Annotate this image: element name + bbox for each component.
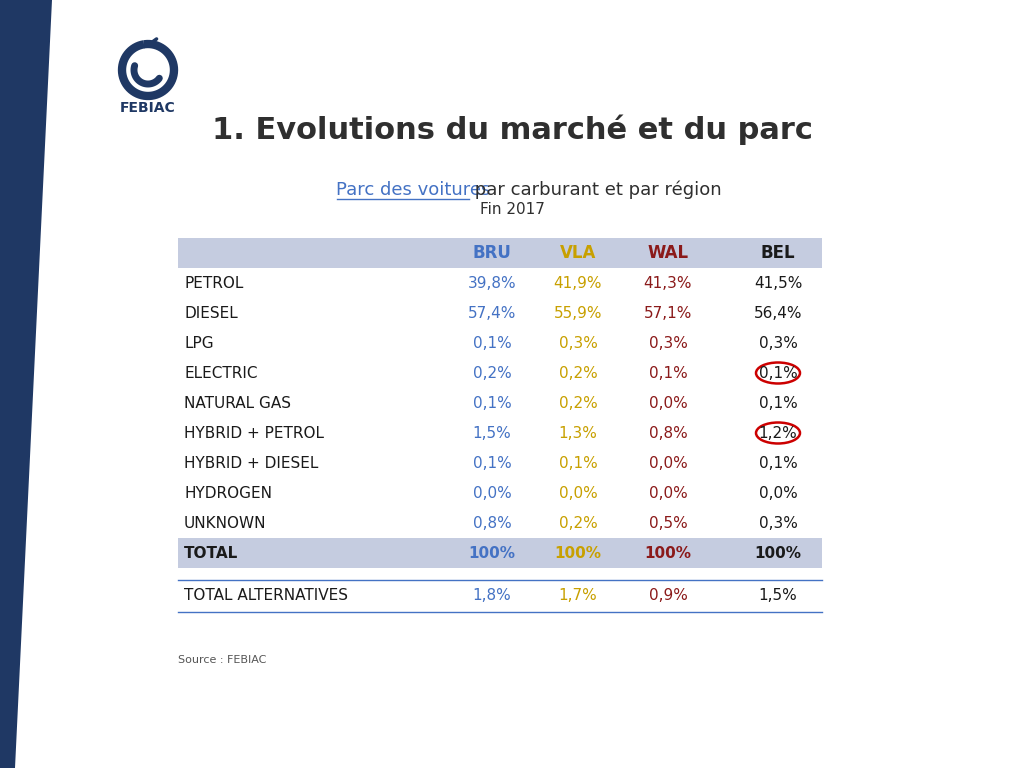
Text: HYBRID + DIESEL: HYBRID + DIESEL — [184, 455, 318, 471]
Text: UNKNOWN: UNKNOWN — [184, 515, 266, 531]
Text: 0,3%: 0,3% — [648, 336, 687, 350]
Text: 0,1%: 0,1% — [759, 396, 798, 411]
Text: VLA: VLA — [560, 244, 596, 262]
Text: FEBIAC: FEBIAC — [120, 101, 176, 115]
Text: 0,0%: 0,0% — [759, 485, 798, 501]
Text: Source : FEBIAC: Source : FEBIAC — [178, 655, 266, 665]
Text: 0,1%: 0,1% — [473, 336, 511, 350]
Text: 0,2%: 0,2% — [559, 396, 597, 411]
Text: 57,1%: 57,1% — [644, 306, 692, 320]
Text: 0,8%: 0,8% — [473, 515, 511, 531]
Text: 1,2%: 1,2% — [759, 425, 798, 441]
Text: 1,7%: 1,7% — [559, 588, 597, 604]
Text: TOTAL: TOTAL — [184, 545, 239, 561]
Text: 0,2%: 0,2% — [473, 366, 511, 380]
Text: 0,0%: 0,0% — [648, 485, 687, 501]
Text: 100%: 100% — [469, 545, 515, 561]
Text: ELECTRIC: ELECTRIC — [184, 366, 257, 380]
Text: 0,0%: 0,0% — [473, 485, 511, 501]
Polygon shape — [0, 0, 52, 768]
Text: 0,1%: 0,1% — [648, 366, 687, 380]
Text: DIESEL: DIESEL — [184, 306, 238, 320]
Text: 0,9%: 0,9% — [648, 588, 687, 604]
Text: PETROL: PETROL — [184, 276, 244, 290]
Text: 0,1%: 0,1% — [759, 366, 798, 380]
Text: BRU: BRU — [472, 244, 511, 262]
Text: 1,5%: 1,5% — [759, 588, 798, 604]
Text: 56,4%: 56,4% — [754, 306, 802, 320]
Text: 0,0%: 0,0% — [648, 396, 687, 411]
Text: 0,0%: 0,0% — [648, 455, 687, 471]
Text: 0,3%: 0,3% — [558, 336, 597, 350]
Text: 0,1%: 0,1% — [759, 455, 798, 471]
Text: 41,9%: 41,9% — [554, 276, 602, 290]
Text: 0,1%: 0,1% — [559, 455, 597, 471]
Text: 39,8%: 39,8% — [468, 276, 516, 290]
Text: 0,3%: 0,3% — [759, 336, 798, 350]
Text: 1,8%: 1,8% — [473, 588, 511, 604]
Text: 0,5%: 0,5% — [648, 515, 687, 531]
Text: 0,1%: 0,1% — [473, 396, 511, 411]
FancyBboxPatch shape — [178, 238, 822, 268]
Text: TOTAL ALTERNATIVES: TOTAL ALTERNATIVES — [184, 588, 348, 604]
Text: 0,8%: 0,8% — [648, 425, 687, 441]
Text: 41,5%: 41,5% — [754, 276, 802, 290]
Text: Fin 2017: Fin 2017 — [479, 203, 545, 217]
Text: 41,3%: 41,3% — [644, 276, 692, 290]
Text: Parc des voitures: Parc des voitures — [337, 181, 490, 199]
Text: HYDROGEN: HYDROGEN — [184, 485, 272, 501]
Text: 100%: 100% — [644, 545, 691, 561]
Text: 0,3%: 0,3% — [759, 515, 798, 531]
Text: WAL: WAL — [647, 244, 688, 262]
Text: 1,3%: 1,3% — [558, 425, 597, 441]
Text: par carburant et par région: par carburant et par région — [469, 180, 722, 199]
Text: 100%: 100% — [555, 545, 601, 561]
Text: 57,4%: 57,4% — [468, 306, 516, 320]
Text: BEL: BEL — [761, 244, 796, 262]
Text: HYBRID + PETROL: HYBRID + PETROL — [184, 425, 324, 441]
Text: 1,5%: 1,5% — [473, 425, 511, 441]
Text: LPG: LPG — [184, 336, 214, 350]
Text: 0,2%: 0,2% — [559, 515, 597, 531]
Text: 0,0%: 0,0% — [559, 485, 597, 501]
Text: 0,1%: 0,1% — [473, 455, 511, 471]
FancyBboxPatch shape — [178, 538, 822, 568]
Text: 55,9%: 55,9% — [554, 306, 602, 320]
Text: 100%: 100% — [755, 545, 802, 561]
Text: 1. Evolutions du marché et du parc: 1. Evolutions du marché et du parc — [212, 114, 812, 145]
Text: 0,2%: 0,2% — [559, 366, 597, 380]
Text: NATURAL GAS: NATURAL GAS — [184, 396, 291, 411]
